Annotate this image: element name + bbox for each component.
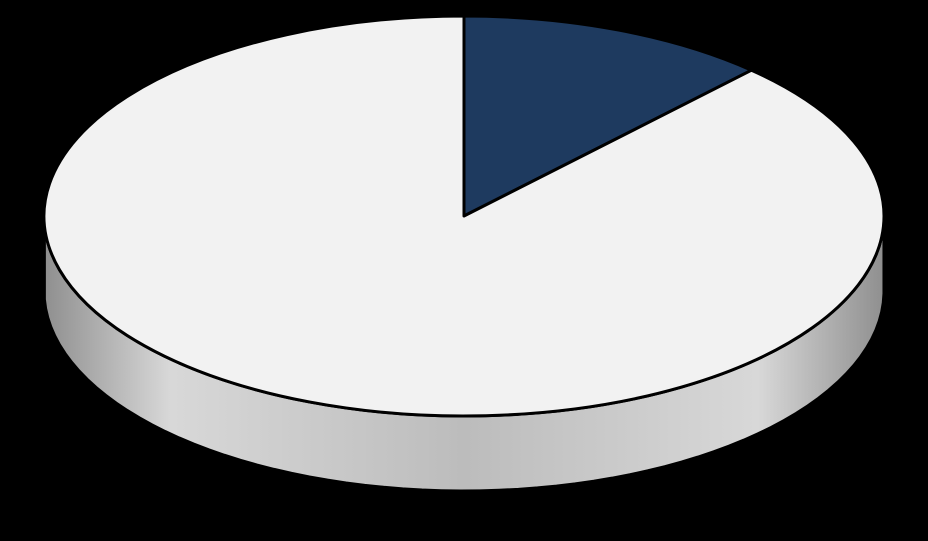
pie-chart-3d — [0, 0, 928, 541]
pie-slice-slice-b — [44, 16, 884, 416]
